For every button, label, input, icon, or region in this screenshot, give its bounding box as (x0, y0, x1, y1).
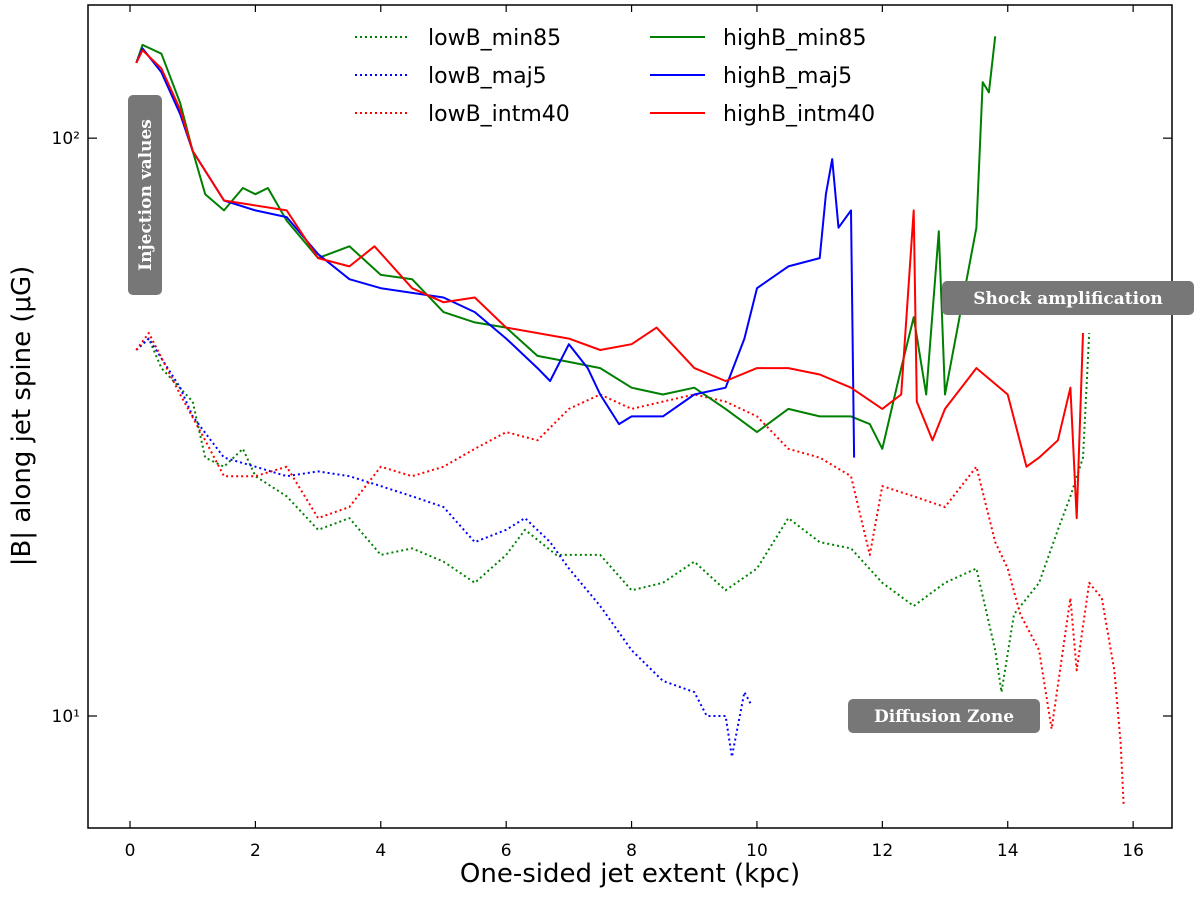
x-tick-label: 6 (501, 841, 512, 861)
legend-label: highB_min85 (723, 26, 867, 51)
x-tick-label: 2 (250, 841, 261, 861)
legend-label: highB_maj5 (723, 64, 852, 89)
series-line (135, 337, 752, 758)
series-line (135, 332, 1125, 806)
x-tick-label: 16 (1122, 841, 1144, 861)
x-tick-label: 10 (746, 841, 768, 861)
x-tick-label: 0 (125, 841, 136, 861)
legend-label: lowB_min85 (428, 26, 561, 51)
x-tick-label: 12 (872, 841, 894, 861)
annotation: Diffusion Zone (848, 699, 1040, 733)
series-line (135, 47, 856, 458)
legend-label: lowB_maj5 (428, 64, 547, 89)
y-tick-label: 10¹ (52, 707, 80, 727)
annotation-box (848, 699, 1040, 733)
y-tick-label: 10² (52, 129, 80, 149)
legend-label: highB_intm40 (723, 102, 875, 127)
annotation-text: Injection values (136, 119, 156, 271)
annotation: Shock amplification (942, 281, 1194, 315)
series-line (135, 332, 1091, 694)
annotation-text: Shock amplification (973, 289, 1163, 309)
series-line (135, 36, 997, 450)
x-tick-label: 14 (997, 841, 1019, 861)
annotation-box (128, 95, 162, 295)
annotation: Injection values (128, 95, 162, 295)
x-tick-label: 4 (375, 841, 386, 861)
plot-frame (87, 4, 1173, 829)
series-line (135, 49, 1084, 520)
x-tick-label: 8 (626, 841, 637, 861)
legend-label: lowB_intm40 (428, 102, 570, 127)
x-axis-label: One-sided jet extent (kpc) (460, 859, 800, 889)
y-axis-label: |B| along jet spine (μG) (7, 266, 37, 567)
annotation-box (942, 281, 1194, 315)
annotation-text: Diffusion Zone (874, 707, 1014, 727)
